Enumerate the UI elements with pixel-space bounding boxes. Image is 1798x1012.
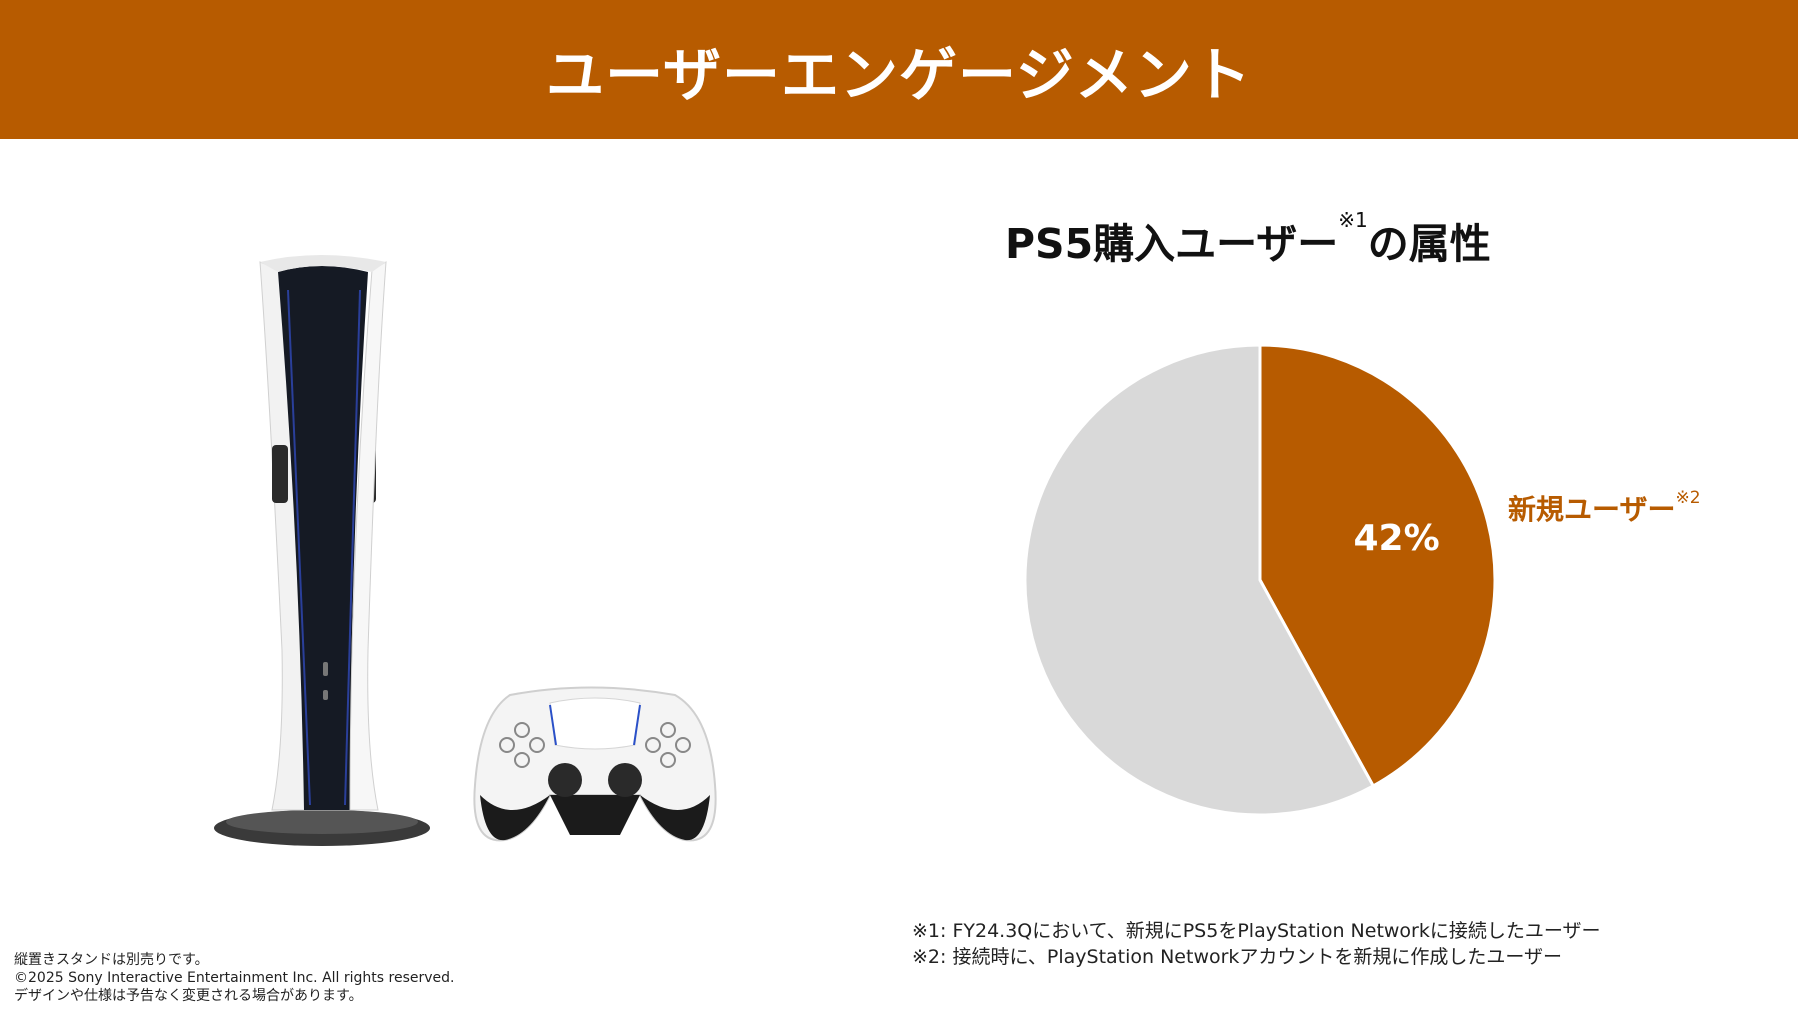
- footnote-1: ※1: FY24.3Qにおいて、新規にPS5をPlayStation Netwo…: [912, 920, 1601, 942]
- pie-slice-1: [1258, 343, 1497, 788]
- ps5-console-image: [214, 255, 430, 846]
- console-core: [278, 266, 368, 810]
- title-banner: ユーザーエンゲージメント: [0, 0, 1798, 139]
- footnote-2: ※2: 接続時に、PlayStation Networkアカウントを新規に作成し…: [912, 946, 1563, 968]
- chart-title: PS5購入ユーザー※1の属性: [1005, 208, 1491, 270]
- pie-chart: 42%: [1023, 343, 1497, 817]
- copyright-line-3: デザインや仕様は予告なく変更される場合があります。: [14, 988, 363, 1004]
- pie-slice-2: [1023, 343, 1376, 817]
- console-right-panel: [349, 261, 387, 811]
- chart-title-suffix: の属性: [1367, 220, 1491, 268]
- pie-data-label: 42%: [1353, 518, 1439, 559]
- copyright-line-1: 縦置きスタンドは別売りです。: [14, 952, 209, 968]
- new-users-note-mark: ※2: [1675, 488, 1701, 508]
- chart-title-note-mark: ※1: [1338, 208, 1368, 232]
- new-users-label-text: 新規ユーザー: [1508, 493, 1676, 526]
- copyright-line-2: ©2025 Sony Interactive Entertainment Inc…: [14, 970, 455, 986]
- copyright-notice: 縦置きスタンドは別売りです。 ©2025 Sony Interactive En…: [14, 951, 454, 1005]
- new-users-label: 新規ユーザー※2: [1508, 488, 1701, 528]
- chart-title-main: PS5購入ユーザー: [1005, 220, 1339, 268]
- dualsense-controller-image: [473, 686, 717, 842]
- footnotes: ※1: FY24.3Qにおいて、新規にPS5をPlayStation Netwo…: [912, 918, 1601, 970]
- page-title: ユーザーエンゲージメント: [546, 40, 1252, 109]
